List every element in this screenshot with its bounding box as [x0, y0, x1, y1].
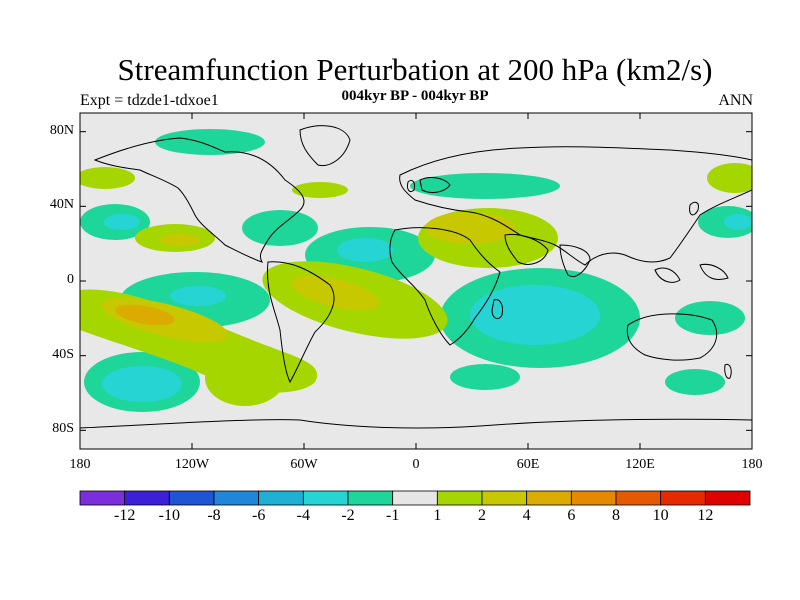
lon-tick-label: 0 [412, 457, 420, 472]
colorbar-label: 4 [522, 507, 531, 524]
colorbar-label: 10 [652, 507, 669, 524]
colorbar-swatch [570, 490, 617, 506]
colorbar-swatch [302, 490, 349, 506]
colorbar-label: 6 [567, 507, 576, 524]
colorbar-swatch [436, 490, 483, 506]
colorbar-swatch [660, 490, 706, 506]
lon-tick-label: 60W [290, 457, 318, 472]
colorbar-label: -12 [113, 507, 136, 524]
lon-tick-label: 60E [516, 457, 540, 472]
colorbar-swatch [615, 490, 662, 506]
colorbar-swatch [124, 490, 170, 506]
colorbar-swatch [526, 490, 572, 506]
colorbar-swatch [168, 490, 215, 506]
colorbar-label: -10 [158, 507, 180, 524]
chart-subtitle: 004kyr BP - 004kyr BP [341, 88, 489, 104]
contour-pos-4-6 [115, 304, 175, 326]
colorbar-label: 1 [433, 507, 442, 524]
colorbar-swatch [347, 490, 394, 506]
colorbar-label: -1 [385, 507, 400, 524]
colorbar-label: -2 [341, 507, 355, 524]
colorbar-swatch [392, 490, 438, 506]
lat-tick-label: 80N [49, 122, 74, 138]
season-label: ANN [718, 92, 753, 109]
coastlines [80, 125, 752, 429]
colorbar-swatch [481, 490, 528, 506]
colorbar-swatch [704, 490, 751, 506]
lat-tick-label: 40N [49, 197, 74, 213]
lon-tick-label: 120E [625, 457, 655, 472]
colorbar-swatch [213, 490, 260, 506]
lon-tick-label: 180 [741, 457, 763, 472]
lat-tick-label: 80S [52, 421, 74, 437]
colorbar-label: 2 [478, 507, 486, 524]
colorbar-label: 12 [697, 507, 714, 524]
map-field [80, 113, 752, 449]
lon-tick-label: 120W [174, 457, 210, 472]
contour-neg-2-4 [102, 214, 752, 402]
colorbar-label: 8 [612, 507, 620, 524]
colorbar-label: -4 [296, 507, 310, 524]
axis-ticks [79, 113, 753, 449]
colorbar-label: -6 [251, 507, 266, 524]
chart-title: Streamfunction Perturbation at 200 hPa (… [117, 52, 713, 87]
lat-tick-label: 40S [52, 346, 74, 362]
colorbar [79, 490, 751, 506]
experiment-label: Expt = tdzde1-tdxoe1 [80, 92, 219, 109]
colorbar-label: -8 [207, 507, 221, 524]
lat-tick-label: 0 [67, 272, 74, 287]
lon-tick-label: 180 [69, 457, 91, 472]
colorbar-swatch [79, 490, 126, 506]
colorbar-swatch [258, 490, 304, 506]
